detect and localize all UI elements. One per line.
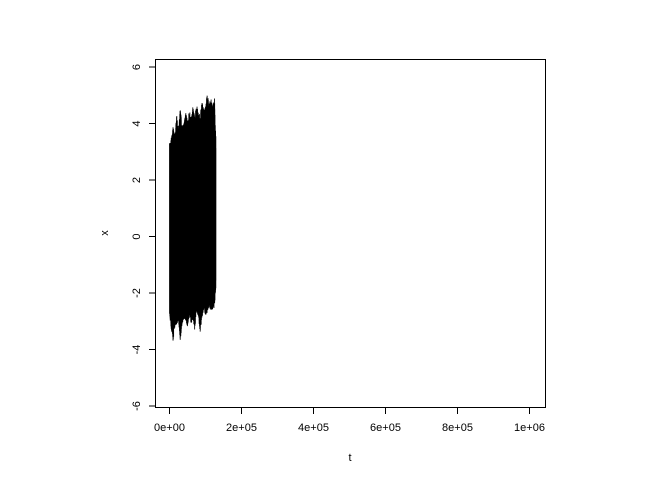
y-tick-label: 2 bbox=[131, 177, 143, 183]
x-tick-label: 4e+05 bbox=[298, 422, 329, 434]
y-axis-label: x bbox=[99, 230, 111, 236]
x-tick-label: 1e+06 bbox=[514, 422, 545, 434]
series-line bbox=[169, 95, 217, 341]
y-tick-label: 4 bbox=[131, 120, 143, 126]
y-tick-label: -4 bbox=[131, 345, 143, 355]
x-axis: 0e+00 2e+05 4e+05 6e+05 8e+05 1e+06 bbox=[154, 407, 545, 434]
y-axis: -6 -4 -2 0 2 4 6 bbox=[131, 64, 156, 411]
y-tick-label: 6 bbox=[131, 64, 143, 70]
x-tick-label: 8e+05 bbox=[442, 422, 473, 434]
x-tick-label: 2e+05 bbox=[226, 422, 257, 434]
y-tick-label: -2 bbox=[131, 288, 143, 298]
series-path bbox=[169, 95, 217, 341]
x-axis-label: t bbox=[348, 452, 351, 464]
x-tick-label: 6e+05 bbox=[370, 422, 401, 434]
y-tick-label: -6 bbox=[131, 401, 143, 411]
x-tick-label: 0e+00 bbox=[154, 422, 185, 434]
y-tick-label: 0 bbox=[131, 233, 143, 239]
